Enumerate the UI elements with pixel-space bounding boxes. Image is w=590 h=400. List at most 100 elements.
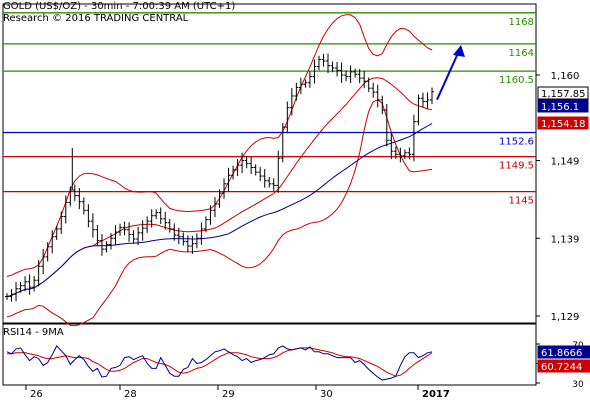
rsi-line [6, 345, 433, 381]
price-bar [18, 281, 23, 293]
price-bar [54, 225, 59, 240]
price-panel-frame [2, 3, 537, 324]
price-bar [140, 220, 145, 241]
price-bar [321, 53, 326, 67]
price-bar [27, 274, 32, 295]
price-bar [339, 62, 344, 83]
price-bar [280, 122, 285, 163]
price-bar [294, 82, 299, 101]
price-bar [86, 204, 91, 228]
price-bar [357, 69, 362, 84]
price-bar [330, 61, 335, 73]
price-bar [430, 87, 434, 105]
price-bar [267, 176, 272, 188]
price-bar [77, 188, 82, 210]
price-bar [307, 71, 312, 88]
price-bar [217, 189, 222, 208]
price-bar [63, 195, 68, 224]
price-bar [240, 152, 245, 174]
value-tag-moving_average [537, 99, 589, 113]
price-bar [203, 216, 208, 233]
price-bar [258, 167, 263, 182]
price-bar [208, 205, 213, 225]
price-bar [402, 149, 407, 160]
price-bar [113, 225, 118, 246]
price-bar [127, 222, 132, 242]
price-bar [344, 70, 349, 82]
price-bar [416, 94, 421, 126]
price-bar [303, 79, 308, 88]
x-tick-label: 26 [30, 389, 43, 400]
price-bar [158, 207, 163, 224]
price-bar [253, 164, 258, 176]
rsi-y-tick-label: 30 [572, 380, 584, 390]
price-bar [9, 289, 14, 302]
price-bar [262, 169, 267, 188]
chart-copyright: Research © 2016 TRADING CENTRAL [3, 13, 189, 24]
price-bar [131, 230, 136, 244]
price-bar [312, 59, 317, 84]
y-tick-label: 1,149 [551, 157, 580, 168]
price-bar [90, 213, 95, 238]
rsi-signal-label: 60.7244 [541, 362, 582, 373]
price-bar [154, 209, 159, 219]
x-tick-label: 29 [222, 389, 235, 400]
chart-title: GOLD (US$/OZ) - 30min - 7:00:39 AM (UTC+… [3, 1, 236, 12]
moving-average-line [6, 122, 433, 298]
y-tick-label: 1,139 [551, 234, 580, 245]
price-bar [389, 132, 394, 160]
price-bar [212, 197, 217, 218]
price-bar [425, 92, 430, 109]
price-bar [14, 281, 19, 302]
price-bar [375, 84, 380, 108]
price-bar [231, 165, 236, 180]
x-tick-label: 2017 [422, 389, 450, 400]
price-bar [348, 65, 353, 84]
price-bar [81, 197, 86, 215]
value-tag-bollinger [537, 116, 589, 130]
price-bar [407, 147, 412, 160]
price-bar [398, 147, 403, 163]
y-tick-label: 1,129 [551, 312, 580, 323]
price-bar [222, 178, 227, 199]
price-bar [289, 88, 294, 116]
forecast-arrowhead [453, 45, 465, 57]
price-bar [149, 209, 154, 228]
price-bar [136, 226, 141, 246]
level-label-resistance: 1160.5 [499, 75, 534, 86]
rsi-value-tag [537, 345, 590, 359]
price-bar [380, 95, 385, 115]
price-bar [285, 101, 290, 134]
price-bar [176, 227, 181, 245]
level-label-resistance: 1164 [509, 48, 534, 59]
level-label-support: 1145 [509, 196, 534, 207]
price-bar [59, 211, 64, 235]
price-bar [366, 77, 371, 92]
value-tag-label-last: 1,157.85 [541, 89, 586, 100]
price-bar [326, 53, 331, 74]
price-bar [194, 233, 199, 249]
price-bar [353, 68, 358, 78]
price-bar [145, 216, 150, 233]
price-bar [172, 223, 177, 241]
bollinger-lower-line [6, 99, 433, 327]
level-label-resistance: 1168 [509, 17, 534, 28]
level-label-support: 1149.5 [499, 161, 534, 172]
price-bar [72, 184, 77, 202]
level-label-pivot: 1152.6 [499, 137, 534, 148]
bollinger-upper-line [6, 14, 433, 277]
price-bar [420, 92, 425, 108]
rsi-panel-frame [2, 323, 537, 386]
price-bar [335, 61, 340, 77]
y-tick-label: 1,160 [551, 71, 580, 82]
forecast-arrow [436, 50, 460, 101]
rsi-value-label: 61.8666 [541, 348, 582, 359]
price-bar [50, 230, 55, 254]
price-bar [104, 241, 109, 253]
price-bar [226, 167, 231, 192]
price-bar [276, 150, 281, 193]
x-tick-label: 30 [320, 389, 333, 400]
price-bar [249, 157, 254, 175]
price-bar [32, 276, 37, 292]
